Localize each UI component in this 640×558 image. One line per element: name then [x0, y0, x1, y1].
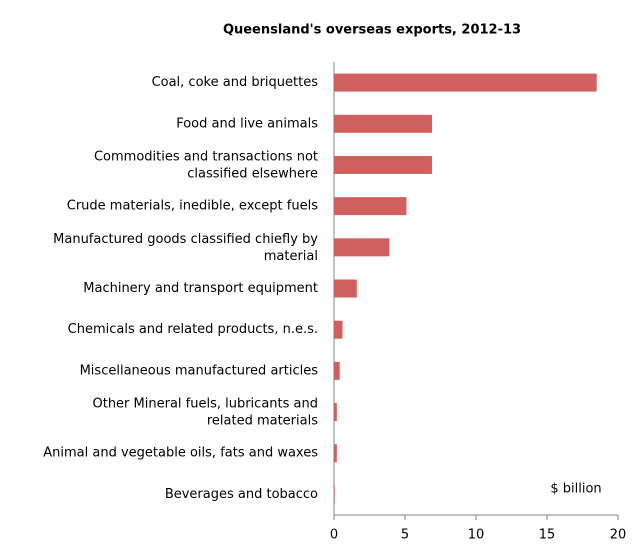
x-tick-label: 5	[401, 528, 409, 543]
bar	[334, 73, 597, 92]
bar	[334, 197, 407, 216]
x-tick-label: 0	[330, 528, 338, 543]
y-tick-label: Manufactured goods classified chiefly by…	[53, 231, 318, 263]
y-tick-label: Animal and vegetable oils, fats and waxe…	[43, 446, 318, 461]
annotation: $ billion	[550, 482, 601, 497]
y-tick-label: Coal, coke and briquettes	[152, 75, 319, 90]
bar	[334, 444, 337, 463]
y-tick-label: Beverages and tobacco	[165, 487, 318, 502]
bar	[334, 279, 357, 298]
bar	[334, 320, 343, 339]
y-tick-label: Food and live animals	[176, 116, 318, 131]
y-tick-label: Machinery and transport equipment	[83, 281, 318, 296]
x-tick-label: 10	[468, 528, 485, 543]
bar	[334, 155, 432, 174]
y-tick-label: Chemicals and related products, n.e.s.	[68, 322, 318, 337]
bar	[334, 403, 337, 422]
bar	[334, 114, 432, 133]
x-tick-label: 15	[539, 528, 556, 543]
bar	[334, 485, 335, 504]
y-tick-label: Commodities and transactions not classifi…	[94, 149, 318, 181]
y-tick-label: Crude materials, inedible, except fuels	[67, 199, 318, 214]
y-tick-label: Miscellaneous manufactured articles	[80, 363, 319, 378]
chart-title: Queensland's overseas exports, 2012-13	[223, 23, 521, 38]
bar	[334, 238, 390, 257]
bar	[334, 361, 340, 380]
y-tick-label: Other Mineral fuels, lubricants and relat…	[92, 396, 318, 428]
x-tick-label: 20	[610, 528, 627, 543]
